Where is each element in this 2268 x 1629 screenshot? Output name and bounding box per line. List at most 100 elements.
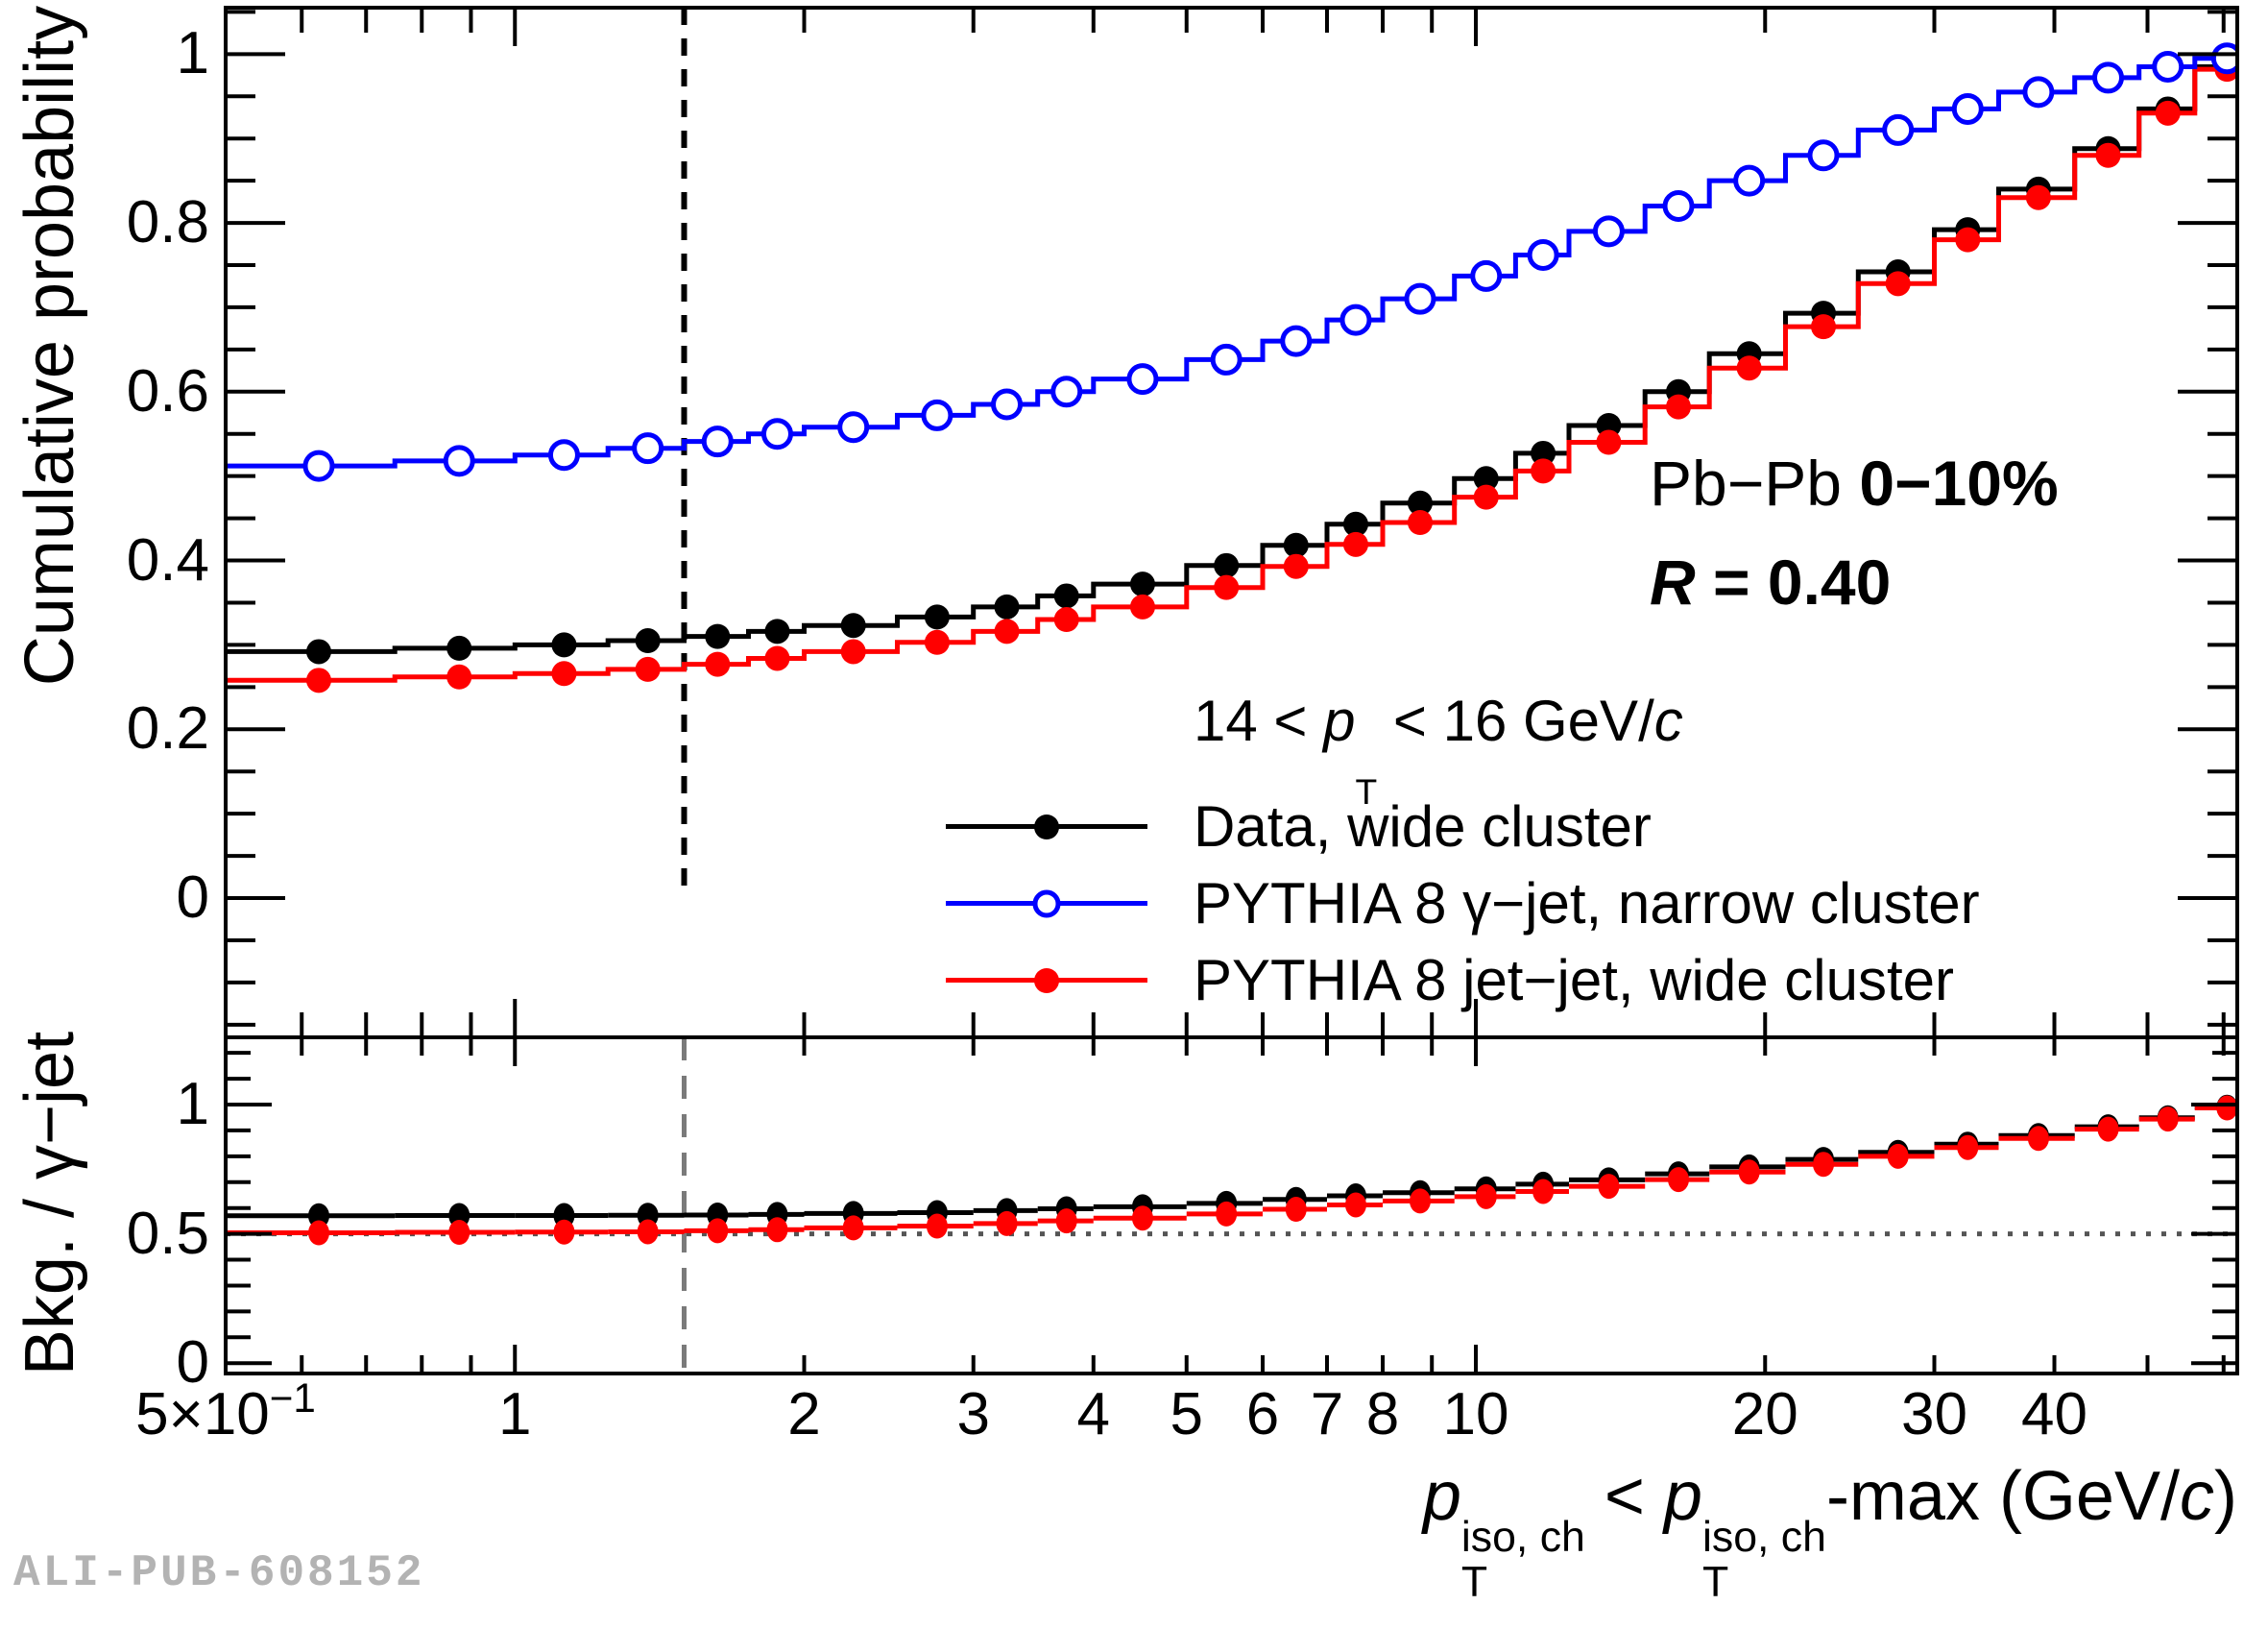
ratio-marker [1957,1134,1979,1160]
marker-jet-jet [2155,100,2181,126]
ratio-marker [307,1220,329,1246]
main-y-tick-label: 0.6 [126,357,209,425]
marker-gamma-jet [1882,113,1915,146]
ratio-marker [448,1220,470,1245]
marker-data [1283,532,1309,558]
x-tick-label: 2 [787,1381,821,1447]
marker-jet-jet [635,656,661,682]
annotation-jet-radius: R = 0.40 [1650,547,1892,618]
annotation-collision-system: Pb−Pb 0−10% [1650,448,2059,519]
marker-gamma-jet [632,432,664,465]
marker-gamma-jet [701,425,734,458]
ratio-marker [2157,1106,2179,1132]
ratio-marker [842,1215,864,1241]
marker-gamma-jet [1662,189,1695,222]
marker-jet-jet [1214,574,1240,600]
marker-gamma-jet [1050,376,1083,408]
x-tick-label: 30 [1901,1381,1967,1447]
ratio-marker [1216,1201,1238,1227]
marker-gamma-jet [302,450,335,482]
ratio-marker [1598,1174,1620,1200]
step-curve-1 [226,56,2237,469]
marker-gamma-jet [1733,164,1766,197]
ratio-marker [1813,1152,1835,1178]
ratio-marker [553,1219,575,1245]
x-tick-label: 20 [1731,1381,1798,1447]
marker-gamma-jet [921,399,953,431]
ratio-marker [1475,1183,1497,1209]
marker-data [764,619,790,644]
ratio-marker [1131,1205,1153,1231]
main-y-axis-title: Cumulative probability [12,5,88,687]
ratio-y-tick-label: 0 [176,1329,209,1397]
marker-jet-jet [446,664,472,690]
ratio-marker [1055,1208,1077,1234]
x-axis-title: p iso, ch T < p iso, ch T -max (GeV/c) [1422,1458,2237,1607]
marker-jet-jet [1811,314,1837,340]
ratio-marker [1738,1159,1760,1185]
main-y-tick-label: 0 [176,864,209,932]
marker-data [994,594,1020,620]
ratio-marker [1344,1192,1366,1218]
marker-data [705,623,731,649]
marker-gamma-jet [837,411,870,444]
marker-jet-jet [1736,355,1762,381]
ratio-marker [926,1213,948,1239]
marker-gamma-jet [1951,92,1984,125]
legend-marker-data [946,823,1147,829]
marker-gamma-jet [1210,343,1243,376]
ratio-y-axis-title: Bkg. / γ−jet [12,1031,88,1376]
marker-jet-jet [1053,607,1079,633]
ratio-marker [637,1219,659,1245]
x-tick-label: 6 [1245,1381,1280,1447]
x-tick-label: 7 [1310,1381,1344,1447]
x-tick-label: 3 [956,1381,990,1447]
marker-gamma-jet [443,445,475,477]
marker-data [1129,571,1155,597]
figure-id-watermark: ALI-PUB-608152 [13,1548,425,1598]
legend-marker-gamma-jet [946,900,1147,906]
marker-jet-jet [1666,394,1692,420]
marker-gamma-jet [1807,139,1840,172]
ratio-marker [996,1210,1018,1236]
marker-data [551,632,577,658]
ratio-marker [766,1217,788,1243]
marker-jet-jet [1407,510,1433,535]
main-y-tick-label: 1 [176,20,209,87]
marker-gamma-jet [2210,42,2237,75]
marker-gamma-jet [1470,259,1503,292]
step-curve-2 [226,66,2237,683]
marker-gamma-jet [1126,363,1159,396]
marker-gamma-jet [2152,51,2184,84]
legend-item-jet-jet: PYTHIA 8 jet−jet, wide cluster [946,946,1954,1013]
ratio-marker [2216,1095,2237,1121]
marker-jet-jet [994,619,1020,644]
ratio-y-tick-label: 1 [176,1071,209,1137]
marker-jet-jet [1283,553,1309,579]
marker-jet-jet [705,651,731,677]
marker-data [635,628,661,654]
marker-gamma-jet [1404,282,1436,315]
legend-marker-jet-jet [946,977,1147,983]
marker-jet-jet [1596,429,1622,455]
marker-jet-jet [1342,531,1368,557]
x-tick-label: 5 [1170,1381,1203,1447]
x-tick-label: 8 [1365,1381,1400,1447]
marker-jet-jet [840,639,866,665]
legend-item-gamma-jet: PYTHIA 8 γ−jet, narrow cluster [946,869,1980,936]
ratio-y-tick-label: 0.5 [126,1200,209,1267]
marker-jet-jet [1473,484,1499,510]
marker-gamma-jet [547,439,580,472]
marker-gamma-jet [1592,215,1625,248]
marker-data [1473,466,1499,492]
x-tick-label: 10 [1442,1381,1509,1447]
marker-data [1531,440,1556,466]
ratio-marker [1668,1167,1690,1193]
marker-gamma-jet [1339,304,1372,336]
main-panel-content [226,8,2237,899]
legend-item-data: Data, wide cluster [946,792,1652,860]
marker-jet-jet [305,668,331,693]
ratio-marker [2027,1126,2049,1152]
